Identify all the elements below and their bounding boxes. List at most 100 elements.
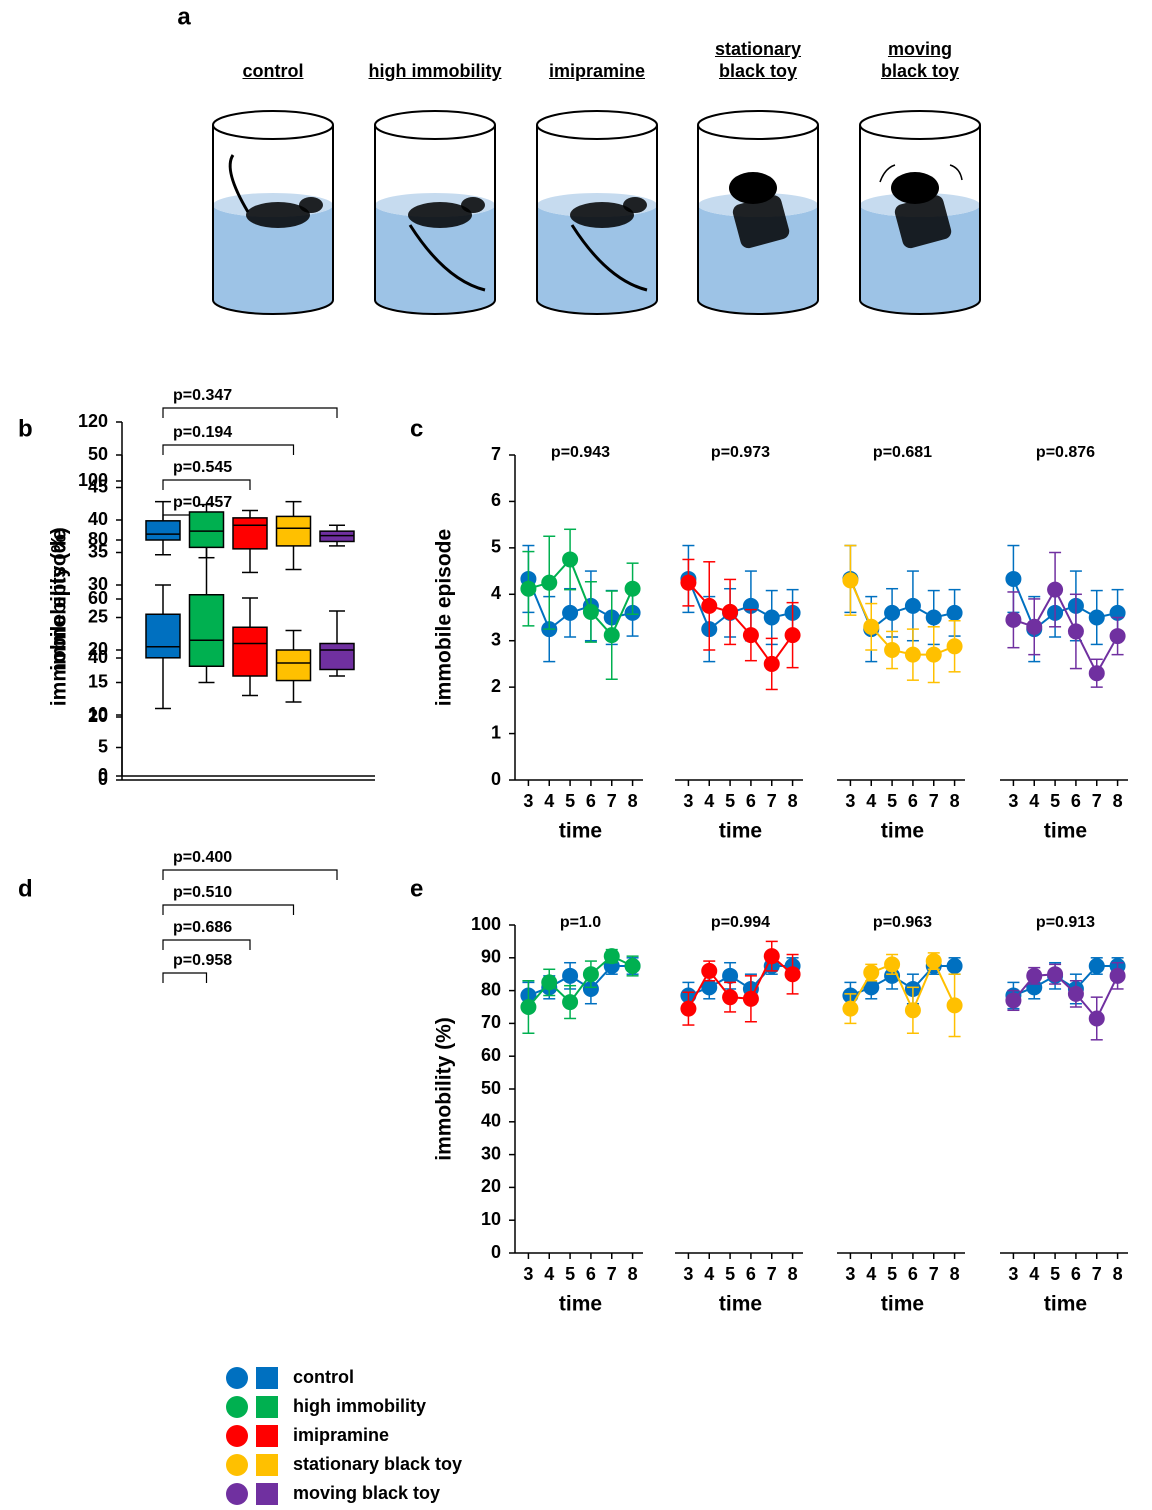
point (562, 604, 579, 621)
y-tick-label: 30 (481, 1143, 501, 1163)
x-tick-label: 5 (565, 1264, 575, 1284)
comparison-bracket (162, 444, 295, 455)
point (582, 966, 599, 983)
x-tick-label: 4 (544, 791, 554, 811)
point (701, 962, 718, 979)
x-tick-label: 3 (1008, 791, 1018, 811)
point (701, 597, 718, 614)
x-tick-label: 5 (887, 791, 897, 811)
x-tick-label: 3 (523, 791, 533, 811)
x-tick-label: 3 (683, 1264, 693, 1284)
point (1088, 665, 1105, 682)
point (562, 994, 579, 1011)
point (1109, 628, 1126, 645)
y-tick-label: 80 (481, 979, 501, 999)
p-value: p=0.545 (173, 459, 232, 476)
x-tick-label: 8 (628, 1264, 638, 1284)
box (232, 626, 268, 677)
y-tick-label: 100 (471, 914, 501, 934)
x-tick-label: 7 (1092, 1264, 1102, 1284)
box (145, 520, 181, 541)
y-tick-label: 5 (491, 537, 501, 557)
x-axis-label: time (1044, 1293, 1087, 1316)
x-axis-label: time (881, 1293, 924, 1316)
point (624, 958, 641, 974)
x-axis-label: time (559, 1293, 602, 1316)
chart-title: p=0.963 (873, 914, 932, 931)
y-tick-label: 50 (481, 1078, 501, 1098)
y-tick-label: 15 (88, 671, 108, 691)
x-tick-label: 8 (788, 1264, 798, 1284)
legend-label: moving black toy (293, 1483, 440, 1503)
x-axis-label: time (719, 1293, 762, 1316)
point (1047, 966, 1064, 983)
comparison-bracket (162, 407, 338, 418)
chart-title: p=0.994 (711, 914, 770, 931)
toy-head (891, 172, 939, 204)
point (520, 580, 537, 597)
point (763, 609, 780, 626)
x-tick-label: 7 (1092, 791, 1102, 811)
x-tick-label: 6 (1071, 1264, 1081, 1284)
chart-title: p=0.913 (1036, 914, 1095, 931)
point (884, 642, 901, 658)
point (541, 974, 558, 991)
y-tick-label: 5 (98, 736, 108, 756)
legend-circle (226, 1454, 248, 1476)
x-tick-label: 5 (1050, 1264, 1060, 1284)
point (582, 980, 599, 997)
x-axis-label: time (559, 820, 602, 843)
box (319, 642, 355, 671)
x-tick-label: 6 (1071, 791, 1081, 811)
point (603, 627, 620, 644)
point (562, 551, 579, 568)
mouse-head (623, 197, 647, 213)
x-tick-label: 5 (887, 1264, 897, 1284)
chart-title: p=0.876 (1036, 444, 1095, 461)
cylinder-body (374, 125, 496, 315)
y-tick-label: 20 (481, 1176, 501, 1196)
y-tick-label: 25 (88, 606, 108, 626)
cylinder-body (536, 125, 658, 315)
point (541, 574, 558, 591)
y-tick-label: 7 (491, 444, 501, 464)
point (624, 580, 641, 597)
legend-label: imipramine (293, 1425, 389, 1445)
y-tick-label: 60 (481, 1045, 501, 1065)
cylinder-top (859, 110, 981, 140)
x-tick-label: 5 (565, 791, 575, 811)
y-tick-label: 10 (481, 1209, 501, 1229)
cylinder-top (536, 110, 658, 140)
comparison-bracket (162, 904, 295, 915)
y-axis-label: immobility (%) (433, 1017, 456, 1161)
point (680, 574, 697, 591)
p-value: p=0.400 (173, 849, 232, 866)
x-tick-label: 6 (746, 1264, 756, 1284)
p-value: p=0.347 (173, 387, 232, 404)
point (1067, 985, 1084, 1002)
point (925, 646, 942, 663)
point (863, 618, 880, 635)
cylinder-top (212, 110, 334, 140)
box (188, 511, 225, 549)
y-tick-label: 100 (78, 470, 108, 490)
mouse-head (299, 197, 323, 213)
y-tick-label: 80 (88, 529, 108, 549)
legend-label: control (293, 1367, 354, 1387)
x-tick-label: 7 (767, 1264, 777, 1284)
y-tick-label: 20 (88, 639, 108, 659)
y-tick-label: 120 (78, 411, 108, 431)
y-tick-label: 30 (88, 574, 108, 594)
mouse-body (570, 202, 634, 228)
legend-square (256, 1396, 278, 1418)
chart-title: p=1.0 (560, 914, 601, 931)
mouse-tail (408, 224, 486, 292)
p-value: p=0.510 (173, 884, 232, 901)
point (763, 655, 780, 672)
x-tick-label: 5 (1050, 791, 1060, 811)
legend-square (256, 1425, 278, 1447)
point (1047, 581, 1064, 598)
panel-label: d (18, 875, 33, 902)
point (904, 646, 921, 663)
condition-label: control (242, 61, 304, 81)
